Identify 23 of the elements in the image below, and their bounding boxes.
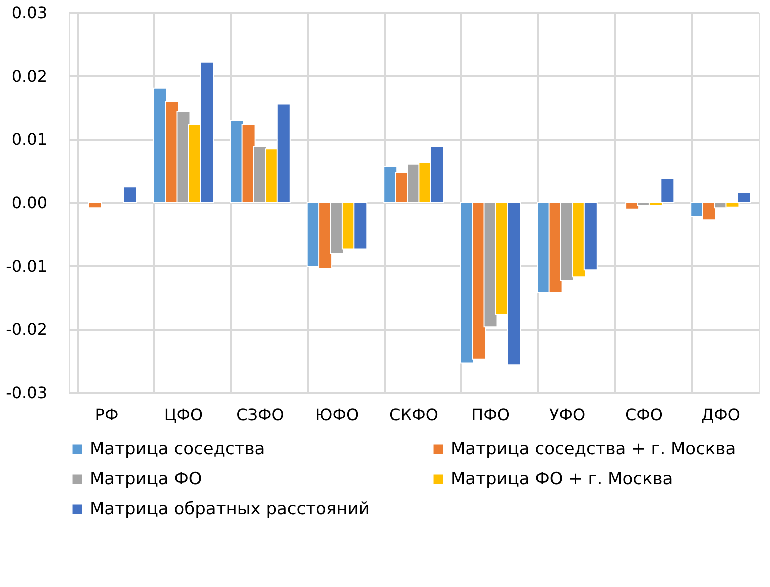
x-tick-label: ДФО [702, 406, 740, 424]
bar [88, 202, 102, 209]
x-tick-label: РФ [95, 406, 119, 424]
y-tick-label: 0.00 [12, 194, 48, 212]
x-tick-label: ЮФО [315, 406, 360, 424]
bar [123, 186, 138, 204]
x-tick-label: СЗФО [236, 406, 284, 424]
x-tick-label: ПФО [472, 406, 510, 424]
y-tick-label: 0.03 [12, 4, 48, 22]
y-tick-label: 0.02 [12, 66, 48, 86]
x-tick-label: СКФО [390, 406, 438, 424]
x-tick-label: УФО [549, 406, 586, 424]
y-tick-label: -0.02 [6, 320, 48, 340]
legend-label: Матрица ФО + г. Москва [451, 470, 674, 490]
legend-label: Матрица соседства [90, 440, 266, 460]
y-tick-label: -0.01 [6, 256, 48, 276]
legend-label: Матрица ФО [90, 470, 202, 490]
legend-label: Матрица соседства + г. Москва [451, 440, 736, 460]
x-tick-label: СФО [625, 406, 664, 424]
legend-label: Матрица обратных расстояний [90, 500, 370, 520]
x-tick-label: ЦФО [164, 406, 204, 424]
y-tick-label: 0.01 [12, 130, 48, 150]
y-tick-label: -0.03 [6, 384, 48, 402]
